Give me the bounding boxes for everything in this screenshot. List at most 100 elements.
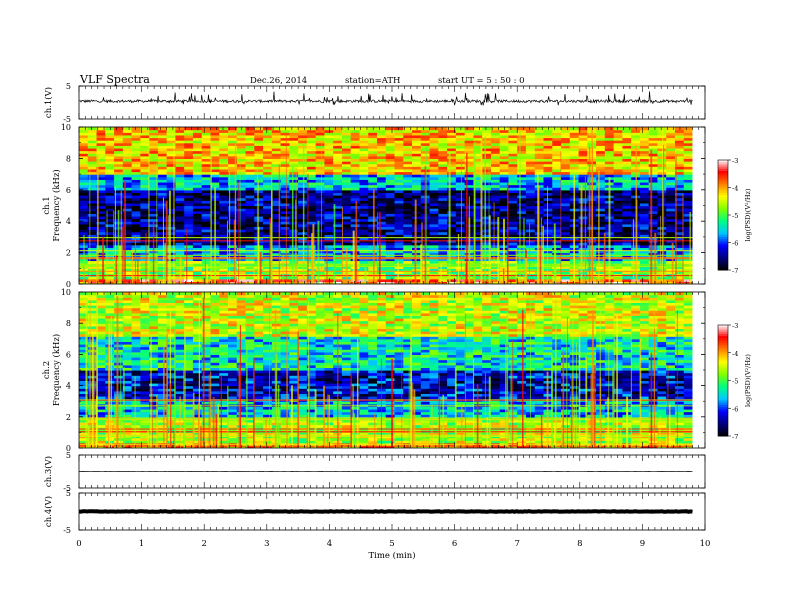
heatmap-cell (412, 127, 422, 131)
heatmap-cell (464, 132, 474, 136)
heatmap-cell (368, 142, 378, 146)
heatmap-cell (236, 270, 247, 275)
heatmap-cell (271, 187, 282, 191)
heatmap-cell (114, 181, 124, 186)
heatmap-cell (131, 252, 141, 256)
heatmap-cell (517, 278, 527, 282)
heatmap-cell (525, 255, 536, 259)
heatmap-cell (245, 140, 255, 144)
heatmap-cell (429, 210, 439, 214)
sferic-streak (519, 130, 521, 284)
heatmap-cell (508, 187, 518, 191)
heatmap-cell (517, 265, 527, 269)
heatmap-cell (683, 181, 694, 186)
heatmap-cell (639, 166, 650, 170)
heatmap-cell (368, 270, 378, 275)
heatmap-cell (192, 137, 203, 141)
heatmap-cell (490, 140, 501, 144)
heatmap-cell (122, 270, 133, 275)
heatmap-cell (525, 195, 536, 199)
heatmap-cell (376, 137, 387, 141)
heatmap-cell (543, 221, 553, 225)
heatmap-cell (157, 223, 168, 228)
heatmap-cell (184, 234, 194, 238)
heatmap-cell (508, 213, 518, 217)
heatmap-cell (96, 195, 106, 199)
heatmap-cell (508, 229, 518, 233)
heatmap-cell (429, 129, 439, 133)
sferic-streak (420, 244, 422, 284)
heatmap-cell (175, 140, 185, 144)
heatmap-cell (227, 192, 238, 196)
heatmap-cell (280, 189, 290, 194)
heatmap-cell (508, 150, 518, 154)
heatmap-cell (210, 176, 220, 180)
heatmap-cell (412, 145, 422, 149)
heatmap-cell (569, 163, 580, 167)
heatmap-cell (376, 163, 387, 167)
heatmap-cell (648, 153, 659, 157)
heatmap-cell (227, 215, 238, 220)
heatmap-cell (219, 132, 229, 136)
heatmap-cell (192, 181, 203, 186)
heatmap-cell (210, 155, 220, 159)
heatmap-cell (122, 200, 133, 204)
heatmap-cell (438, 255, 448, 259)
heatmap-cell (473, 210, 483, 214)
heatmap-cell (114, 142, 124, 146)
heatmap-cell (534, 166, 545, 170)
heatmap-cell (543, 281, 553, 284)
heatmap-cell (210, 163, 220, 167)
heatmap-cell (394, 257, 404, 262)
heatmap-cell (666, 176, 676, 180)
heatmap-cell (289, 205, 299, 209)
heatmap-cell (622, 236, 632, 241)
heatmap-cell (298, 137, 308, 141)
heatmap-cell (666, 281, 676, 284)
heatmap-cell (622, 161, 632, 165)
heatmap-cell (376, 231, 387, 235)
heatmap-cell (447, 281, 457, 284)
heatmap-cell (376, 153, 387, 157)
heatmap-cell (227, 255, 238, 259)
heatmap-cell (333, 192, 343, 196)
heatmap-cell (280, 150, 290, 154)
heatmap-cell (341, 221, 352, 225)
heatmap-cell (227, 158, 238, 162)
heatmap-cell (376, 195, 387, 199)
heatmap-cell (613, 174, 623, 178)
heatmap-cell (578, 142, 588, 146)
heatmap-cell (315, 208, 325, 212)
heatmap-cell (280, 252, 290, 256)
heatmap-cell (490, 142, 501, 146)
heatmap-cell (438, 244, 448, 248)
heatmap-cell (263, 137, 273, 141)
heatmap-cell (622, 210, 632, 214)
heatmap-cell (543, 215, 553, 220)
heatmap-cell (499, 171, 510, 175)
heatmap-cell (657, 171, 667, 175)
heatmap-cell (561, 153, 571, 157)
heatmap-cell (639, 231, 650, 235)
heatmap-cell (79, 158, 89, 162)
heatmap-cell (385, 231, 396, 235)
heatmap-cell (280, 210, 290, 214)
heatmap-cell (648, 244, 659, 248)
heatmap-cell (429, 231, 439, 235)
heatmap-cell (166, 179, 176, 183)
heatmap-cell (227, 268, 238, 272)
sferic-streak (528, 223, 530, 284)
heatmap-cell (122, 171, 133, 175)
heatmap-cell (280, 140, 290, 144)
heatmap-cell (315, 252, 325, 256)
heatmap-cell (648, 278, 659, 282)
heatmap-cell (368, 171, 378, 175)
heatmap-cell (543, 189, 553, 194)
heatmap-cell (657, 174, 667, 178)
heatmap-cell (420, 137, 431, 141)
heatmap-cell (315, 236, 325, 241)
heatmap-cell (648, 179, 659, 183)
heatmap-cell (622, 145, 632, 149)
heatmap-cell (166, 168, 176, 173)
heatmap-cell (622, 281, 632, 284)
